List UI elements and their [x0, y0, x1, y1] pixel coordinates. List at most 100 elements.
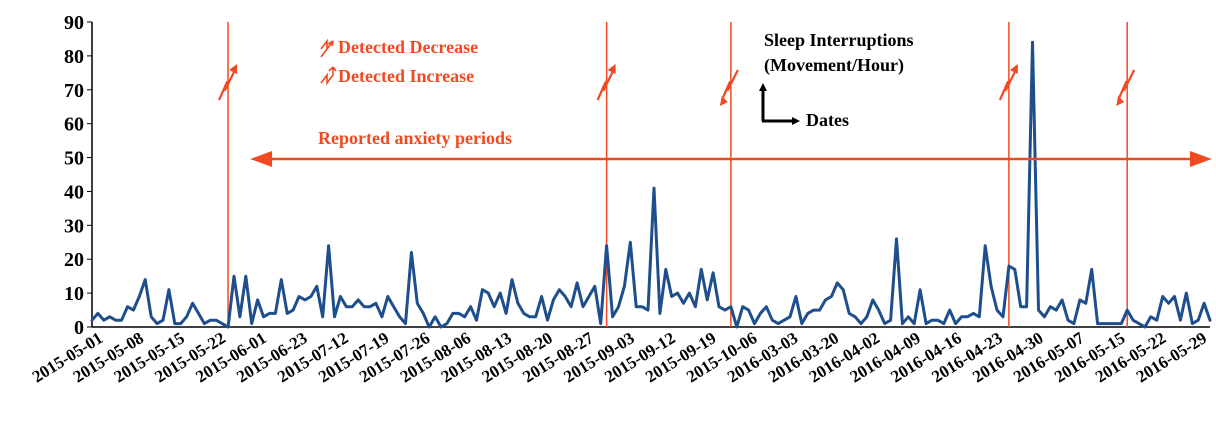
data-point [943, 323, 945, 325]
data-point [836, 282, 838, 284]
y-tick-label: 30 [64, 215, 84, 237]
data-point [759, 312, 762, 314]
data-point [1114, 323, 1116, 325]
data-point [860, 323, 862, 325]
data-point [558, 289, 560, 291]
data-point [872, 299, 874, 301]
data-point [91, 319, 93, 321]
data-point [345, 306, 347, 308]
data-point [576, 282, 578, 284]
data-point [387, 295, 389, 298]
y-tick-label: 10 [64, 283, 84, 305]
data-point [617, 306, 620, 308]
y-tick-label: 40 [64, 181, 84, 203]
data-point [1049, 306, 1051, 308]
data-point [363, 306, 365, 308]
data-point [1150, 316, 1152, 318]
legend-decrease-label: Detected Decrease [338, 37, 478, 57]
legend-decrease-icon [320, 38, 334, 58]
series-label-line1: Sleep Interruptions [764, 30, 914, 50]
bolt-stroke [1117, 69, 1136, 101]
data-point [1085, 302, 1087, 304]
data-point [404, 323, 407, 325]
data-point [262, 316, 265, 318]
data-point [552, 299, 555, 301]
period-arrow-head-left [250, 151, 273, 167]
data-point [1168, 302, 1170, 304]
data-point [706, 299, 708, 301]
data-point [286, 312, 288, 314]
data-point [322, 316, 324, 318]
data-point [807, 312, 809, 314]
data-point [97, 312, 99, 314]
data-point [1031, 41, 1034, 43]
dates-label: Dates [806, 110, 849, 130]
data-point [209, 319, 211, 321]
data-point [470, 306, 472, 308]
data-point [789, 316, 791, 318]
data-point [416, 302, 418, 304]
data-point [1179, 319, 1181, 321]
data-point [996, 309, 998, 311]
data-point [162, 319, 164, 321]
data-point [1185, 292, 1187, 294]
data-point [535, 316, 537, 318]
data-point [937, 319, 939, 321]
data-point [144, 279, 146, 281]
data-point [1132, 319, 1134, 321]
data-point [440, 326, 442, 328]
data-point [375, 302, 377, 304]
bolt-arrowhead [229, 64, 238, 74]
data-point [718, 306, 720, 308]
series-layer [90, 40, 1212, 329]
data-point [233, 275, 235, 277]
data-point [748, 309, 750, 311]
data-point [446, 323, 448, 325]
data-point [665, 268, 667, 270]
data-point [819, 309, 821, 311]
data-point [801, 323, 803, 325]
data-point [588, 295, 590, 298]
data-point [333, 316, 336, 318]
data-point [907, 316, 909, 318]
data-point [428, 326, 430, 328]
data-point [434, 316, 436, 318]
data-point [1091, 268, 1093, 270]
y-tick-label: 80 [64, 46, 84, 68]
data-point [978, 316, 980, 318]
data-point [493, 306, 495, 308]
anxiety-period-label: Reported anxiety periods [318, 128, 512, 148]
data-point [132, 309, 134, 311]
data-point [121, 319, 123, 321]
data-point [481, 289, 483, 291]
data-point [203, 323, 205, 325]
data-point [257, 299, 259, 301]
data-point [688, 292, 691, 294]
data-point [192, 302, 194, 304]
data-point [138, 295, 140, 298]
data-point [1156, 319, 1158, 321]
data-point [913, 323, 915, 325]
data-point [878, 309, 880, 311]
data-point [795, 295, 797, 298]
y-tick-label: 90 [64, 12, 84, 34]
y-tick-label: 70 [64, 80, 84, 102]
data-point [724, 309, 726, 311]
period-arrow-head-right [1189, 151, 1212, 167]
legend: Detected Decrease Detected Increase [320, 37, 478, 86]
data-point [1191, 323, 1193, 325]
data-point [1126, 309, 1128, 311]
data-point [736, 326, 738, 328]
data-point [109, 316, 111, 318]
data-point [174, 323, 176, 325]
data-point [1014, 268, 1016, 270]
data-point [227, 326, 229, 328]
data-point [239, 316, 241, 318]
data-point [1079, 299, 1081, 301]
data-point [422, 312, 424, 314]
data-point [245, 275, 247, 277]
data-point [671, 295, 673, 298]
data-point [150, 316, 152, 318]
data-point [168, 289, 170, 291]
data-point [1055, 309, 1057, 311]
